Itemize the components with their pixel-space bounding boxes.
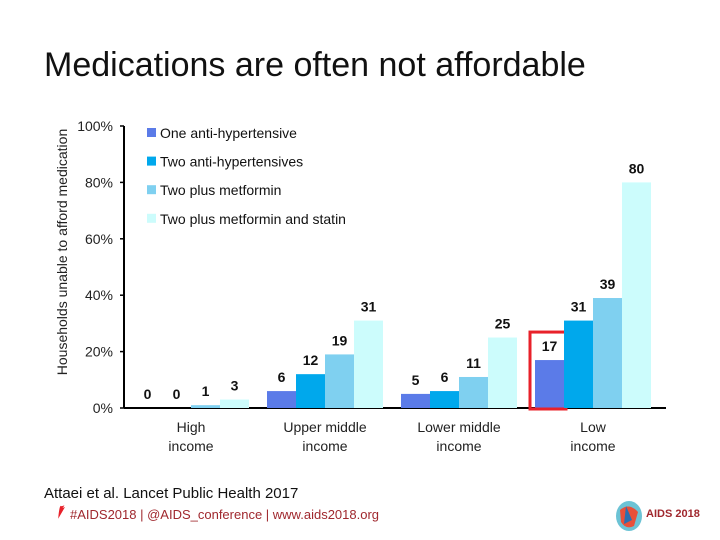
bar [354,320,383,408]
y-tick-label: 80% [85,174,113,190]
data-label: 1 [202,383,210,399]
data-label: 0 [173,386,181,402]
y-tick-label: 0% [93,400,113,416]
legend-label: One anti-hypertensive [160,125,297,141]
category-label: income [436,438,481,454]
bar [267,391,296,408]
y-tick-label: 20% [85,344,113,360]
y-tick-label: 100% [77,118,113,134]
data-label: 12 [303,352,319,368]
category-label: income [302,438,347,454]
logo-text: AIDS 2018 [646,508,700,520]
legend-label: Two anti-hypertensives [160,154,303,170]
data-label: 0 [144,386,152,402]
y-tick-label: 60% [85,231,113,247]
legend-swatch [147,213,156,223]
data-label: 6 [441,369,449,385]
bar [191,405,220,408]
bar [325,354,354,408]
data-label: 17 [542,338,558,354]
footer-text: #AIDS2018 | @AIDS_conference | www.aids2… [70,507,380,522]
data-label: 6 [278,369,286,385]
category-label: Lower middle [417,419,500,435]
bar [220,399,249,408]
bar [622,182,651,408]
legend-label: Two plus metformin [160,182,281,198]
bar [401,393,430,408]
data-label: 19 [332,332,348,348]
legend-label: Two plus metformin and statin [160,211,346,227]
category-label: income [570,438,615,454]
data-label: 25 [495,316,511,332]
aids2018-logo [616,501,642,531]
data-label: 31 [361,299,377,315]
legend-swatch [147,185,156,195]
bar [593,298,622,408]
bar [488,337,517,408]
twitter-icon[interactable] [42,505,66,525]
bar [535,360,564,408]
citation: Attaei et al. Lancet Public Health 2017 [44,485,299,502]
bar [296,374,325,408]
data-label: 3 [231,378,239,394]
category-label: Upper middle [283,419,366,435]
category-label: Low [580,419,607,435]
category-label: High [177,419,206,435]
bar [430,391,459,408]
data-label: 39 [600,276,616,292]
data-label: 80 [629,160,645,176]
bar [564,320,593,408]
slide-title: Medications are often not affordable [44,46,586,84]
bar [459,376,488,408]
legend-swatch [147,156,156,166]
category-label: income [168,438,213,454]
legend-swatch [147,128,156,137]
data-label: 11 [466,355,481,371]
data-label: 31 [571,299,587,315]
data-label: 5 [412,372,420,388]
y-tick-label: 40% [85,287,113,303]
